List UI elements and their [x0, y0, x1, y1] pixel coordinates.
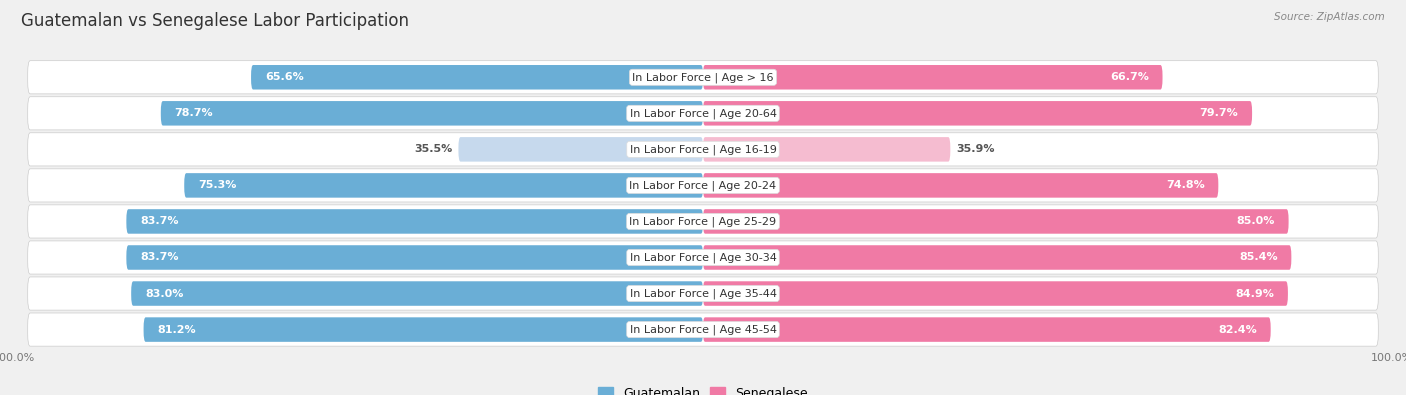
FancyBboxPatch shape — [28, 277, 1378, 310]
Text: 35.5%: 35.5% — [415, 144, 453, 154]
Text: 85.0%: 85.0% — [1236, 216, 1275, 226]
Text: In Labor Force | Age 20-24: In Labor Force | Age 20-24 — [630, 180, 776, 191]
Text: 83.7%: 83.7% — [141, 216, 179, 226]
FancyBboxPatch shape — [703, 281, 1288, 306]
FancyBboxPatch shape — [28, 241, 1378, 274]
Text: 75.3%: 75.3% — [198, 181, 236, 190]
Text: In Labor Force | Age 30-34: In Labor Force | Age 30-34 — [630, 252, 776, 263]
FancyBboxPatch shape — [703, 101, 1253, 126]
FancyBboxPatch shape — [127, 245, 703, 270]
FancyBboxPatch shape — [252, 65, 703, 90]
Text: 84.9%: 84.9% — [1236, 288, 1274, 299]
FancyBboxPatch shape — [28, 313, 1378, 346]
FancyBboxPatch shape — [28, 97, 1378, 130]
FancyBboxPatch shape — [184, 173, 703, 198]
Text: 83.0%: 83.0% — [145, 288, 183, 299]
Text: 83.7%: 83.7% — [141, 252, 179, 263]
Text: Guatemalan vs Senegalese Labor Participation: Guatemalan vs Senegalese Labor Participa… — [21, 12, 409, 30]
FancyBboxPatch shape — [703, 209, 1289, 234]
FancyBboxPatch shape — [127, 209, 703, 234]
FancyBboxPatch shape — [703, 137, 950, 162]
Text: 85.4%: 85.4% — [1239, 252, 1278, 263]
Text: In Labor Force | Age 25-29: In Labor Force | Age 25-29 — [630, 216, 776, 227]
FancyBboxPatch shape — [703, 245, 1291, 270]
FancyBboxPatch shape — [143, 317, 703, 342]
Text: In Labor Force | Age 45-54: In Labor Force | Age 45-54 — [630, 324, 776, 335]
FancyBboxPatch shape — [703, 65, 1163, 90]
FancyBboxPatch shape — [160, 101, 703, 126]
FancyBboxPatch shape — [703, 173, 1219, 198]
Text: 78.7%: 78.7% — [174, 108, 214, 118]
Text: In Labor Force | Age > 16: In Labor Force | Age > 16 — [633, 72, 773, 83]
FancyBboxPatch shape — [28, 169, 1378, 202]
FancyBboxPatch shape — [28, 205, 1378, 238]
Text: 35.9%: 35.9% — [956, 144, 994, 154]
Text: 66.7%: 66.7% — [1109, 72, 1149, 82]
Text: In Labor Force | Age 20-64: In Labor Force | Age 20-64 — [630, 108, 776, 118]
FancyBboxPatch shape — [28, 61, 1378, 94]
Text: 74.8%: 74.8% — [1166, 181, 1205, 190]
Text: 81.2%: 81.2% — [157, 325, 195, 335]
Text: Source: ZipAtlas.com: Source: ZipAtlas.com — [1274, 12, 1385, 22]
FancyBboxPatch shape — [131, 281, 703, 306]
FancyBboxPatch shape — [28, 133, 1378, 166]
FancyBboxPatch shape — [703, 317, 1271, 342]
Text: In Labor Force | Age 35-44: In Labor Force | Age 35-44 — [630, 288, 776, 299]
Text: 65.6%: 65.6% — [264, 72, 304, 82]
Text: 79.7%: 79.7% — [1199, 108, 1239, 118]
FancyBboxPatch shape — [458, 137, 703, 162]
Legend: Guatemalan, Senegalese: Guatemalan, Senegalese — [593, 382, 813, 395]
Text: In Labor Force | Age 16-19: In Labor Force | Age 16-19 — [630, 144, 776, 154]
Text: 82.4%: 82.4% — [1218, 325, 1257, 335]
